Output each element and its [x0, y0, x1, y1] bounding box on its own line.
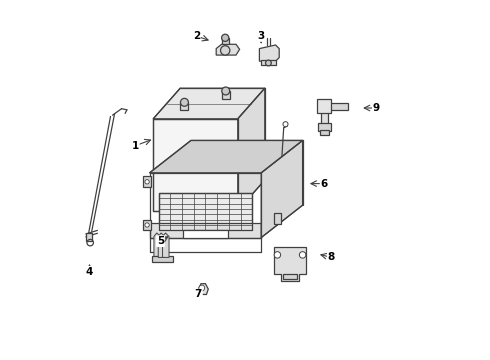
Circle shape — [220, 46, 230, 55]
Bar — [222, 91, 230, 99]
Text: 5: 5 — [157, 236, 164, 246]
Circle shape — [145, 223, 149, 227]
Polygon shape — [318, 123, 331, 131]
Bar — [320, 130, 329, 135]
Polygon shape — [261, 140, 303, 238]
Polygon shape — [259, 45, 279, 61]
Text: 6: 6 — [320, 179, 328, 189]
Polygon shape — [320, 103, 328, 124]
Polygon shape — [158, 233, 165, 257]
Text: 2: 2 — [193, 31, 200, 41]
Bar — [143, 176, 151, 187]
Polygon shape — [320, 103, 347, 110]
Polygon shape — [197, 284, 208, 294]
Polygon shape — [238, 88, 265, 211]
Polygon shape — [216, 44, 240, 55]
Bar — [86, 233, 92, 241]
Polygon shape — [153, 119, 238, 211]
Polygon shape — [159, 193, 252, 230]
Polygon shape — [153, 88, 265, 119]
Text: 9: 9 — [373, 103, 380, 113]
Bar — [180, 102, 189, 110]
Bar — [261, 60, 275, 65]
Text: 1: 1 — [132, 141, 139, 151]
Bar — [273, 213, 281, 224]
Polygon shape — [274, 247, 306, 281]
Circle shape — [145, 180, 149, 184]
Text: 3: 3 — [258, 31, 265, 41]
Circle shape — [221, 34, 229, 41]
Polygon shape — [154, 233, 160, 257]
Bar — [143, 220, 151, 230]
Bar — [183, 230, 228, 238]
Bar — [152, 256, 173, 262]
Polygon shape — [149, 140, 303, 173]
Polygon shape — [317, 99, 331, 113]
Text: 4: 4 — [86, 267, 93, 277]
Circle shape — [274, 252, 281, 258]
Circle shape — [222, 87, 230, 95]
Bar — [283, 274, 297, 279]
Polygon shape — [149, 223, 261, 238]
Circle shape — [199, 285, 205, 291]
Bar — [221, 38, 229, 44]
Text: 8: 8 — [328, 252, 335, 262]
Circle shape — [266, 60, 271, 66]
Polygon shape — [163, 233, 169, 257]
Circle shape — [299, 252, 306, 258]
Circle shape — [283, 122, 288, 127]
Text: 7: 7 — [195, 289, 202, 300]
Circle shape — [180, 98, 189, 106]
